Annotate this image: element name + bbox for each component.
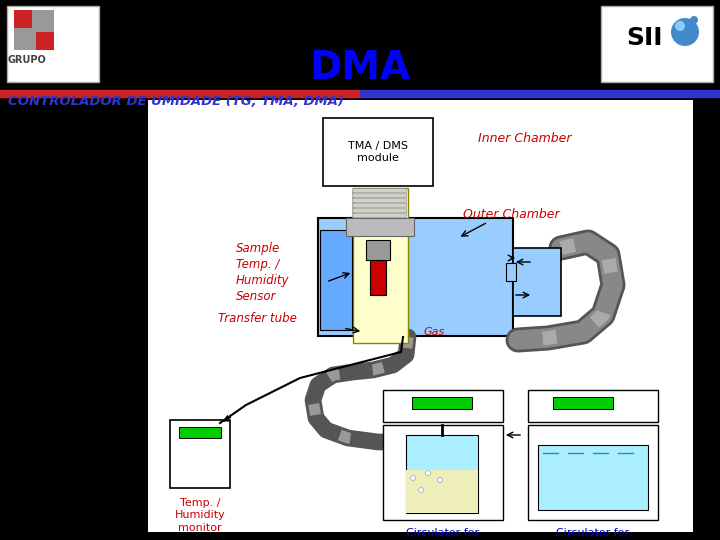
Bar [353, 188, 408, 343]
Bar [412, 397, 472, 409]
Text: Inner Chamber: Inner Chamber [478, 132, 572, 145]
Bar [538, 445, 648, 510]
Text: GRUPO: GRUPO [8, 55, 46, 65]
Text: Circulator for
vapor
generation: Circulator for vapor generation [406, 528, 480, 540]
Circle shape [410, 476, 415, 481]
Text: Circulator for
Sample Temp.
control: Circulator for Sample Temp. control [554, 528, 632, 540]
Bar [406, 435, 478, 513]
Circle shape [675, 21, 685, 31]
Bar [148, 100, 693, 532]
Text: DMA: DMA [310, 49, 410, 87]
Circle shape [426, 470, 431, 476]
Bar [323, 118, 433, 186]
Bar [513, 248, 561, 316]
Bar [366, 240, 390, 260]
Text: Outer Chamber: Outer Chamber [463, 208, 559, 221]
Text: Transfer tube: Transfer tube [218, 312, 297, 325]
Text: Sample
Temp. /
Humidity
Sensor: Sample Temp. / Humidity Sensor [236, 242, 289, 303]
Bar [528, 390, 658, 422]
Bar [320, 230, 352, 330]
Circle shape [690, 16, 698, 24]
Bar [528, 425, 658, 520]
Bar [352, 193, 406, 197]
Bar [601, 6, 713, 82]
Bar [360, 90, 720, 97]
Text: Temp. /
Humidity
monitor: Temp. / Humidity monitor [175, 498, 225, 533]
Circle shape [671, 18, 699, 46]
Circle shape [418, 488, 423, 492]
Bar [352, 188, 406, 192]
Bar [352, 208, 406, 212]
Bar [179, 427, 221, 438]
Circle shape [438, 477, 443, 483]
Text: SII: SII [626, 26, 663, 50]
Bar [370, 260, 386, 295]
Bar [318, 218, 513, 336]
Bar [0, 90, 360, 97]
Text: Gas: Gas [423, 327, 444, 337]
Bar [14, 10, 32, 28]
Bar [506, 263, 516, 281]
Text: TMA / DMS
module: TMA / DMS module [348, 141, 408, 163]
Bar [352, 203, 406, 207]
Bar [14, 10, 54, 50]
Bar [346, 218, 414, 236]
Bar [36, 32, 54, 50]
Bar [406, 470, 478, 513]
Bar [352, 213, 406, 217]
Bar [7, 6, 99, 82]
Bar [553, 397, 613, 409]
Bar [352, 198, 406, 202]
Bar [170, 420, 230, 488]
Text: CONTROLADOR DE UMIDADE (TG, TMA, DMA): CONTROLADOR DE UMIDADE (TG, TMA, DMA) [8, 95, 344, 108]
Bar [383, 425, 503, 520]
Bar [383, 390, 503, 422]
